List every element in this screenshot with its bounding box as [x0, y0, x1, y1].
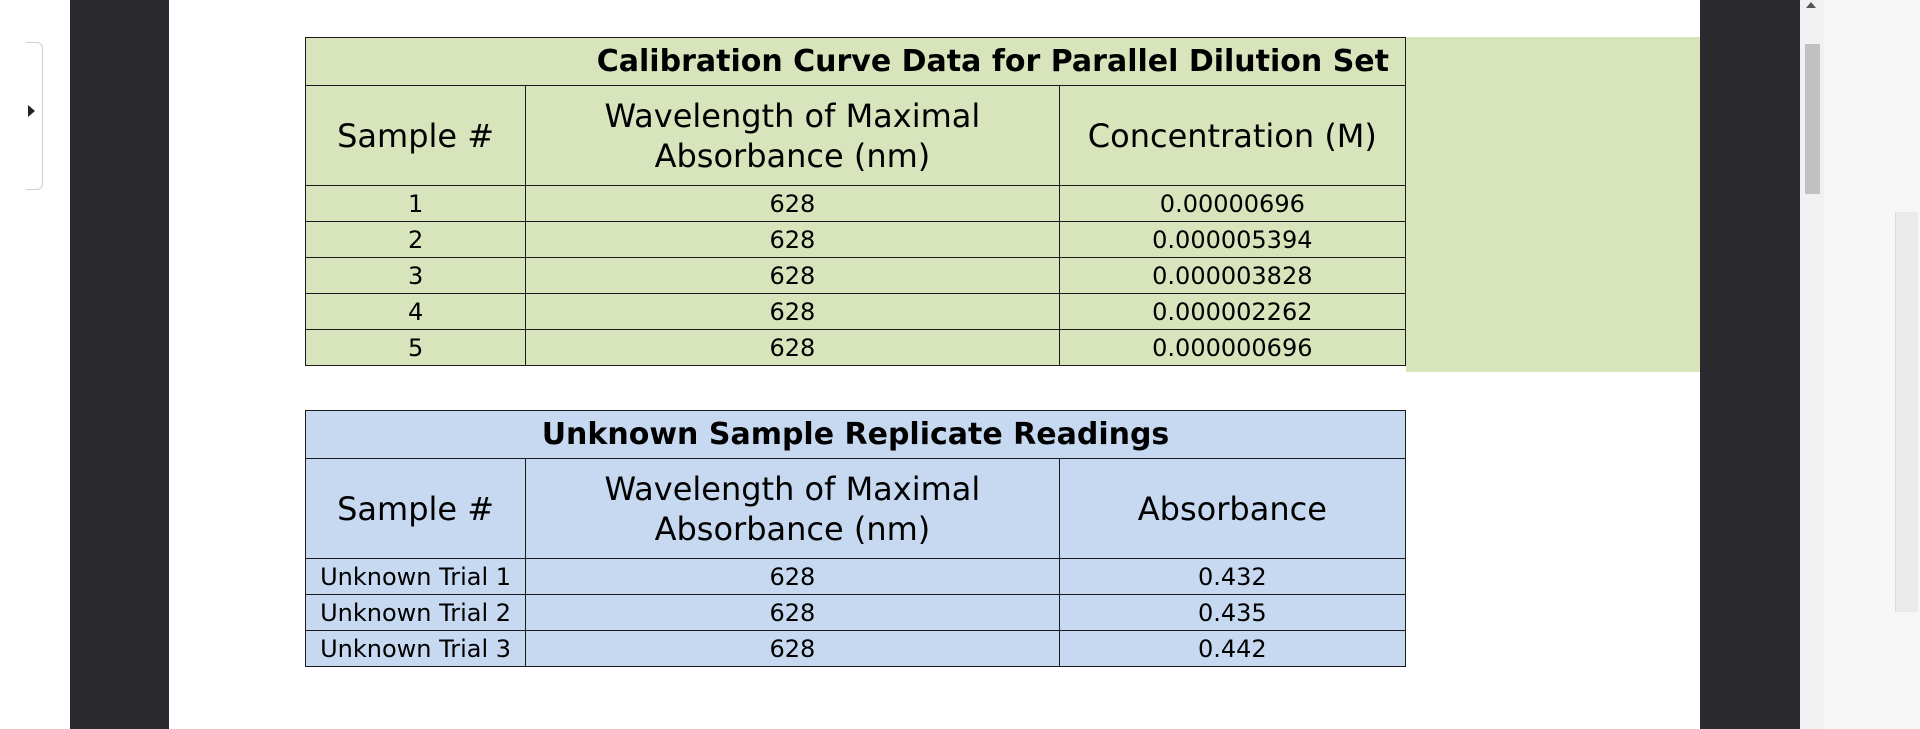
caret-right-icon[interactable]: [28, 105, 35, 117]
cell-sample: Unknown Trial 1: [304, 558, 527, 595]
cell-sample: 3: [304, 257, 527, 294]
header-sample-number: Sample #: [304, 458, 527, 559]
table-row: Unknown Trial 2 628 0.435: [304, 594, 1407, 631]
table-row: Unknown Trial 1 628 0.432: [304, 558, 1407, 595]
table-row: 2 628 0.000005394: [304, 221, 1407, 258]
cell-absorbance: 0.432: [1058, 558, 1407, 595]
cell-sample: 5: [304, 329, 527, 366]
cell-sample: 1: [304, 185, 527, 222]
cell-wavelength: 628: [525, 221, 1060, 258]
calibration-table-title: Calibration Curve Data for Parallel Dilu…: [305, 37, 1406, 86]
caret-up-icon[interactable]: [1806, 2, 1816, 8]
header-absorbance: Absorbance: [1058, 458, 1407, 559]
table-row: 1 628 0.00000696: [304, 185, 1407, 222]
cell-sample: 4: [304, 293, 527, 330]
cell-wavelength: 628: [525, 594, 1060, 631]
header-wavelength-label: Wavelength of Maximal Absorbance (nm): [604, 469, 981, 548]
page-margin-left: [70, 0, 169, 729]
calibration-table: Calibration Curve Data for Parallel Dilu…: [304, 37, 1407, 366]
cell-concentration: 0.000005394: [1058, 221, 1407, 258]
cell-concentration: 0.000000696: [1058, 329, 1407, 366]
header-concentration: Concentration (M): [1058, 85, 1407, 186]
scrollbar-thumb[interactable]: [1805, 44, 1820, 194]
cell-concentration: 0.000003828: [1058, 257, 1407, 294]
header-wavelength: Wavelength of Maximal Absorbance (nm): [525, 85, 1060, 186]
unknown-table-title: Unknown Sample Replicate Readings: [305, 410, 1406, 459]
header-sample-number: Sample #: [304, 85, 527, 186]
cell-wavelength: 628: [525, 293, 1060, 330]
cell-wavelength: 628: [525, 257, 1060, 294]
cell-concentration: 0.000002262: [1058, 293, 1407, 330]
cell-wavelength: 628: [525, 185, 1060, 222]
cell-sample: Unknown Trial 3: [304, 630, 527, 667]
cell-wavelength: 628: [525, 630, 1060, 667]
table-row: 4 628 0.000002262: [304, 293, 1407, 330]
cell-wavelength: 628: [525, 558, 1060, 595]
header-wavelength: Wavelength of Maximal Absorbance (nm): [525, 458, 1060, 559]
table-row: 3 628 0.000003828: [304, 257, 1407, 294]
outer-scrollbar[interactable]: [1895, 212, 1918, 612]
cell-sample: Unknown Trial 2: [304, 594, 527, 631]
table-row: Unknown Trial 3 628 0.442: [304, 630, 1407, 667]
header-wavelength-label: Wavelength of Maximal Absorbance (nm): [604, 96, 981, 175]
cell-absorbance: 0.435: [1058, 594, 1407, 631]
cell-wavelength: 628: [525, 329, 1060, 366]
highlight-fill: [1406, 37, 1700, 372]
table-row: 5 628 0.000000696: [304, 329, 1407, 366]
cell-concentration: 0.00000696: [1058, 185, 1407, 222]
cell-absorbance: 0.442: [1058, 630, 1407, 667]
cell-sample: 2: [304, 221, 527, 258]
page-margin-right: [1700, 0, 1800, 729]
unknown-table: Unknown Sample Replicate Readings Sample…: [304, 410, 1407, 667]
